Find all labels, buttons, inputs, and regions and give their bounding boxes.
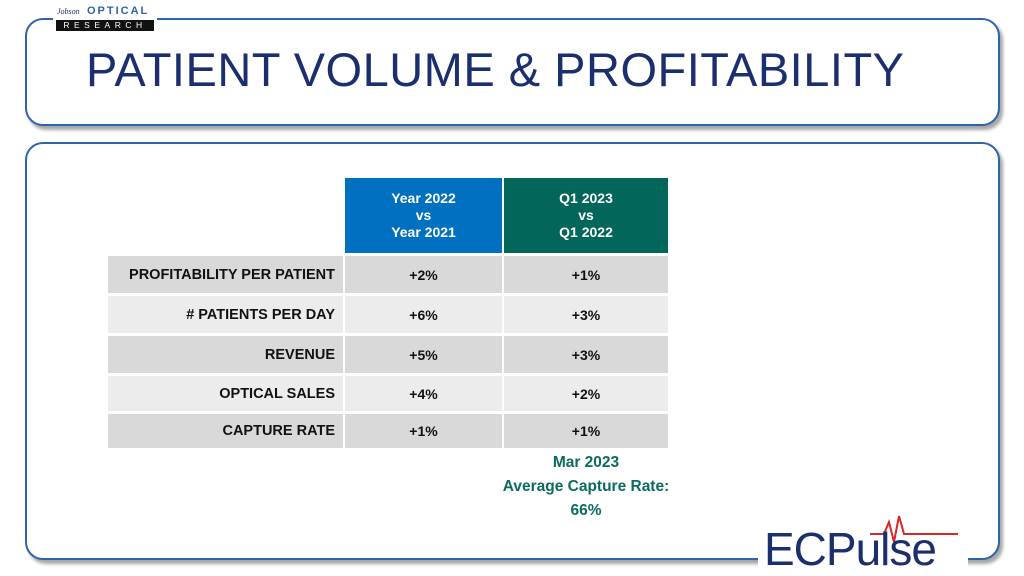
header-line: Year 2022 [391,190,456,206]
column-header: Q1 2023 vs Q1 2022 [504,178,668,253]
footer-logo: ECPulse [758,512,968,575]
header-line: Q1 2023 [559,190,613,206]
table-cell: +1% [504,414,668,448]
column-header: Year 2022 vs Year 2021 [345,178,502,253]
title-box [25,18,1000,126]
header-line: vs [415,207,432,223]
row-label: CAPTURE RATE [108,414,343,448]
row-label: REVENUE [108,336,343,373]
table-cell: +2% [345,256,502,293]
logo-brand: Jobson [57,7,80,16]
table-cell: +2% [504,376,668,411]
table-cell: +1% [504,256,668,293]
table-cell: +5% [345,336,502,373]
slide-title: PATIENT VOLUME & PROFITABILITY [86,43,905,96]
note-line: Mar 2023 [552,454,620,471]
logo: Jobson OPTICAL RESEARCH [53,4,157,32]
pulse-icon [870,515,958,543]
table-cell: +3% [504,296,668,333]
table-cell: +4% [345,376,502,411]
footer-logo-text: ECPulse [764,523,937,575]
table-cell: +3% [504,336,668,373]
table-cell: +6% [345,296,502,333]
note-line: Average Capture Rate: [502,478,670,495]
header-line: Q1 2022 [559,224,613,240]
row-label: # PATIENTS PER DAY [108,296,343,333]
header-line: vs [578,207,594,223]
row-label: PROFITABILITY PER PATIENT [108,256,343,293]
table-cell: +1% [345,414,502,448]
row-label: OPTICAL SALES [108,376,343,411]
header-line: Year 2021 [391,224,456,240]
note-line: 66% [570,502,602,519]
logo-line2: RESEARCH [56,20,154,31]
note: Mar 2023 Average Capture Rate: 66% [490,451,682,523]
logo-line1: OPTICAL [87,5,150,17]
